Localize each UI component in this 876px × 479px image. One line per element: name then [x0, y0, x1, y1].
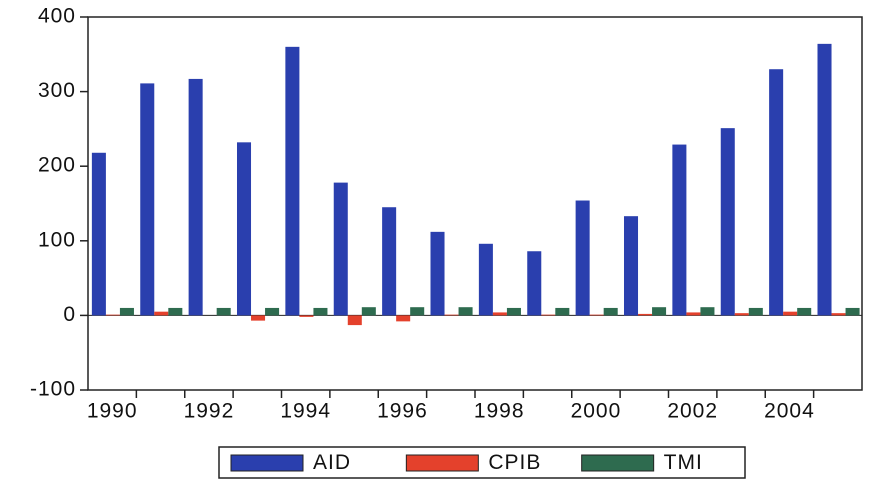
- bar: [783, 311, 798, 316]
- x-tick-label: 1994: [280, 400, 331, 423]
- y-tick-label: 0: [63, 303, 76, 326]
- x-tick-label: 2000: [571, 400, 622, 423]
- bar: [748, 307, 763, 316]
- y-tick-label: 300: [38, 79, 76, 102]
- bar: [91, 152, 106, 316]
- bar: [603, 307, 618, 316]
- bar: [720, 128, 735, 316]
- bar: [555, 307, 570, 316]
- x-tick-label: 1990: [87, 400, 138, 423]
- bar: [396, 315, 411, 322]
- bar: [410, 307, 425, 316]
- bar: [299, 315, 314, 317]
- bar: [188, 78, 203, 316]
- bar: [478, 243, 493, 316]
- bar: [589, 314, 604, 316]
- bar: [444, 314, 459, 316]
- y-tick-label: -100: [30, 378, 76, 401]
- bar: [575, 200, 590, 316]
- bar: [672, 144, 687, 316]
- bar: [105, 314, 120, 316]
- legend-swatch: [405, 454, 479, 472]
- bar: [541, 314, 556, 316]
- x-tick-label: 2004: [764, 400, 815, 423]
- bar: [700, 307, 715, 316]
- plot-frame: [87, 16, 863, 391]
- bar: [313, 307, 328, 316]
- bar: [285, 46, 300, 316]
- bar: [361, 307, 376, 316]
- legend-swatch: [230, 454, 304, 472]
- bar: [458, 307, 473, 316]
- bar: [140, 83, 155, 316]
- bar: [347, 315, 362, 326]
- legend-label: CPIB: [488, 451, 541, 474]
- bar: [845, 307, 860, 316]
- bar: [265, 307, 280, 316]
- bar: [638, 313, 653, 316]
- legend-label: TMI: [664, 451, 703, 474]
- bar: [797, 307, 812, 316]
- x-tick-label: 2002: [667, 400, 718, 423]
- bar: [527, 251, 542, 316]
- legend-swatch: [581, 454, 655, 472]
- y-tick-label: 400: [38, 5, 76, 28]
- x-tick-label: 1998: [474, 400, 525, 423]
- bar: [168, 307, 183, 316]
- bar: [734, 313, 749, 316]
- bar: [430, 231, 445, 316]
- bar: [831, 313, 846, 316]
- bar: [769, 69, 784, 316]
- x-tick-label: 1996: [377, 400, 428, 423]
- y-tick-label: 100: [38, 228, 76, 251]
- bar: [216, 307, 231, 316]
- bar: [154, 311, 169, 316]
- bar: [119, 307, 134, 316]
- bar: [251, 315, 266, 321]
- bar: [817, 43, 832, 316]
- legend-box: [218, 446, 746, 479]
- bar: [623, 216, 639, 316]
- bar: [333, 182, 348, 316]
- legend-label: AID: [313, 451, 351, 474]
- bar: [382, 207, 397, 316]
- bar: [686, 312, 701, 316]
- bar: [236, 142, 252, 316]
- bar: [506, 307, 521, 316]
- bar: [492, 312, 507, 316]
- x-tick-label: 1992: [184, 400, 235, 423]
- y-tick-label: 200: [38, 154, 76, 177]
- bar: [652, 307, 667, 316]
